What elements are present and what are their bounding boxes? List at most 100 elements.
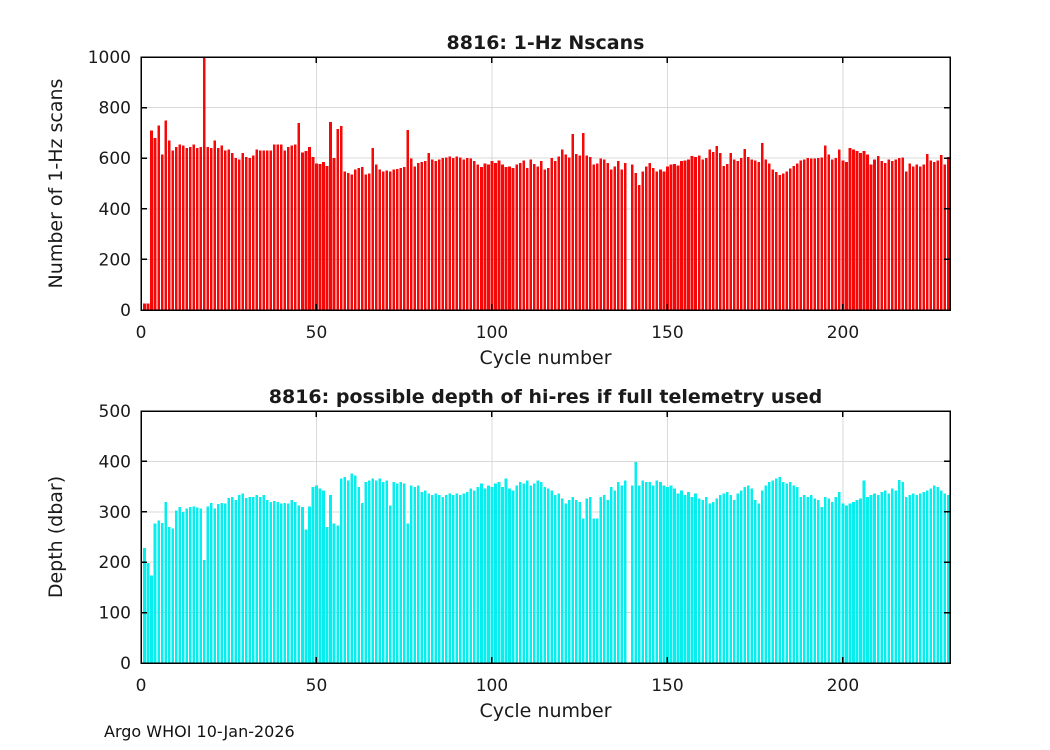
bar bbox=[806, 158, 810, 310]
bar bbox=[550, 490, 553, 663]
bar bbox=[827, 498, 831, 663]
bar bbox=[230, 497, 234, 663]
x-tick-label: 50 bbox=[306, 323, 328, 343]
bar bbox=[901, 157, 904, 310]
bar bbox=[634, 173, 638, 310]
bar bbox=[904, 171, 908, 310]
bar bbox=[701, 500, 704, 663]
bar bbox=[659, 482, 662, 663]
bar bbox=[252, 497, 255, 663]
bar bbox=[729, 152, 732, 310]
bar bbox=[434, 493, 438, 663]
bar bbox=[227, 498, 231, 663]
bar bbox=[494, 163, 497, 310]
bar bbox=[781, 482, 785, 663]
bar bbox=[283, 150, 287, 310]
bar bbox=[301, 152, 304, 310]
bar bbox=[803, 495, 806, 663]
bar bbox=[739, 490, 743, 663]
bar bbox=[606, 500, 610, 663]
bar bbox=[908, 163, 911, 310]
bar bbox=[480, 483, 483, 663]
bar bbox=[778, 175, 782, 310]
bar bbox=[164, 120, 167, 310]
bar bbox=[578, 155, 582, 310]
bar bbox=[543, 487, 546, 663]
bar bbox=[511, 490, 515, 663]
bar bbox=[431, 159, 434, 310]
bar bbox=[322, 490, 325, 663]
bar bbox=[704, 158, 708, 310]
bar bbox=[515, 164, 518, 310]
bar bbox=[831, 159, 834, 310]
x-axis-label: Cycle number bbox=[479, 347, 611, 369]
bar bbox=[697, 155, 701, 310]
bar bbox=[466, 492, 469, 663]
bar bbox=[508, 488, 511, 663]
bar bbox=[676, 493, 680, 663]
bar bbox=[687, 159, 690, 310]
bar bbox=[476, 164, 480, 310]
bar bbox=[873, 493, 876, 663]
bar bbox=[416, 485, 420, 663]
bar bbox=[167, 526, 171, 663]
bar bbox=[588, 497, 592, 663]
bar bbox=[188, 506, 192, 663]
bar bbox=[848, 503, 852, 663]
bar bbox=[722, 165, 725, 310]
bar bbox=[371, 147, 374, 310]
bar bbox=[494, 483, 497, 663]
bar bbox=[153, 523, 157, 663]
bar bbox=[325, 526, 329, 663]
bar bbox=[750, 488, 753, 663]
bar bbox=[143, 548, 146, 663]
bar bbox=[757, 162, 761, 310]
bar bbox=[329, 121, 332, 311]
bar bbox=[413, 487, 417, 663]
bar bbox=[343, 477, 346, 663]
bar bbox=[392, 169, 395, 310]
bar bbox=[199, 146, 202, 310]
bar bbox=[715, 498, 718, 663]
bar bbox=[750, 159, 753, 310]
bar bbox=[595, 518, 599, 663]
bar bbox=[269, 150, 273, 310]
bar bbox=[402, 483, 406, 663]
bar bbox=[613, 490, 617, 663]
bar bbox=[869, 164, 873, 310]
bar bbox=[423, 161, 427, 310]
bar bbox=[406, 523, 410, 663]
bar bbox=[946, 495, 950, 663]
bar bbox=[824, 497, 827, 663]
bar bbox=[922, 492, 925, 663]
bar bbox=[262, 495, 266, 663]
bar bbox=[820, 506, 824, 663]
bar bbox=[939, 490, 943, 663]
bar bbox=[490, 487, 494, 663]
bar bbox=[904, 497, 908, 663]
bar bbox=[487, 485, 490, 663]
bar bbox=[462, 493, 466, 663]
bar bbox=[911, 166, 915, 310]
bar bbox=[845, 505, 848, 663]
bar bbox=[581, 132, 585, 310]
bar bbox=[157, 125, 160, 310]
bar bbox=[539, 161, 543, 310]
x-tick-label: 100 bbox=[476, 676, 508, 696]
bar bbox=[195, 507, 199, 663]
bars bbox=[143, 461, 950, 663]
bar bbox=[617, 161, 620, 310]
bar bbox=[652, 168, 655, 310]
bar bbox=[416, 163, 420, 310]
bar bbox=[209, 503, 213, 663]
bar bbox=[680, 490, 683, 663]
bar bbox=[624, 163, 627, 310]
bar bbox=[174, 510, 178, 663]
bar bbox=[297, 505, 301, 663]
bar bbox=[248, 497, 252, 663]
bar bbox=[255, 495, 259, 663]
bar bbox=[866, 154, 869, 310]
bar bbox=[339, 478, 343, 663]
y-tick-label: 600 bbox=[99, 149, 131, 169]
bar bbox=[220, 145, 224, 310]
